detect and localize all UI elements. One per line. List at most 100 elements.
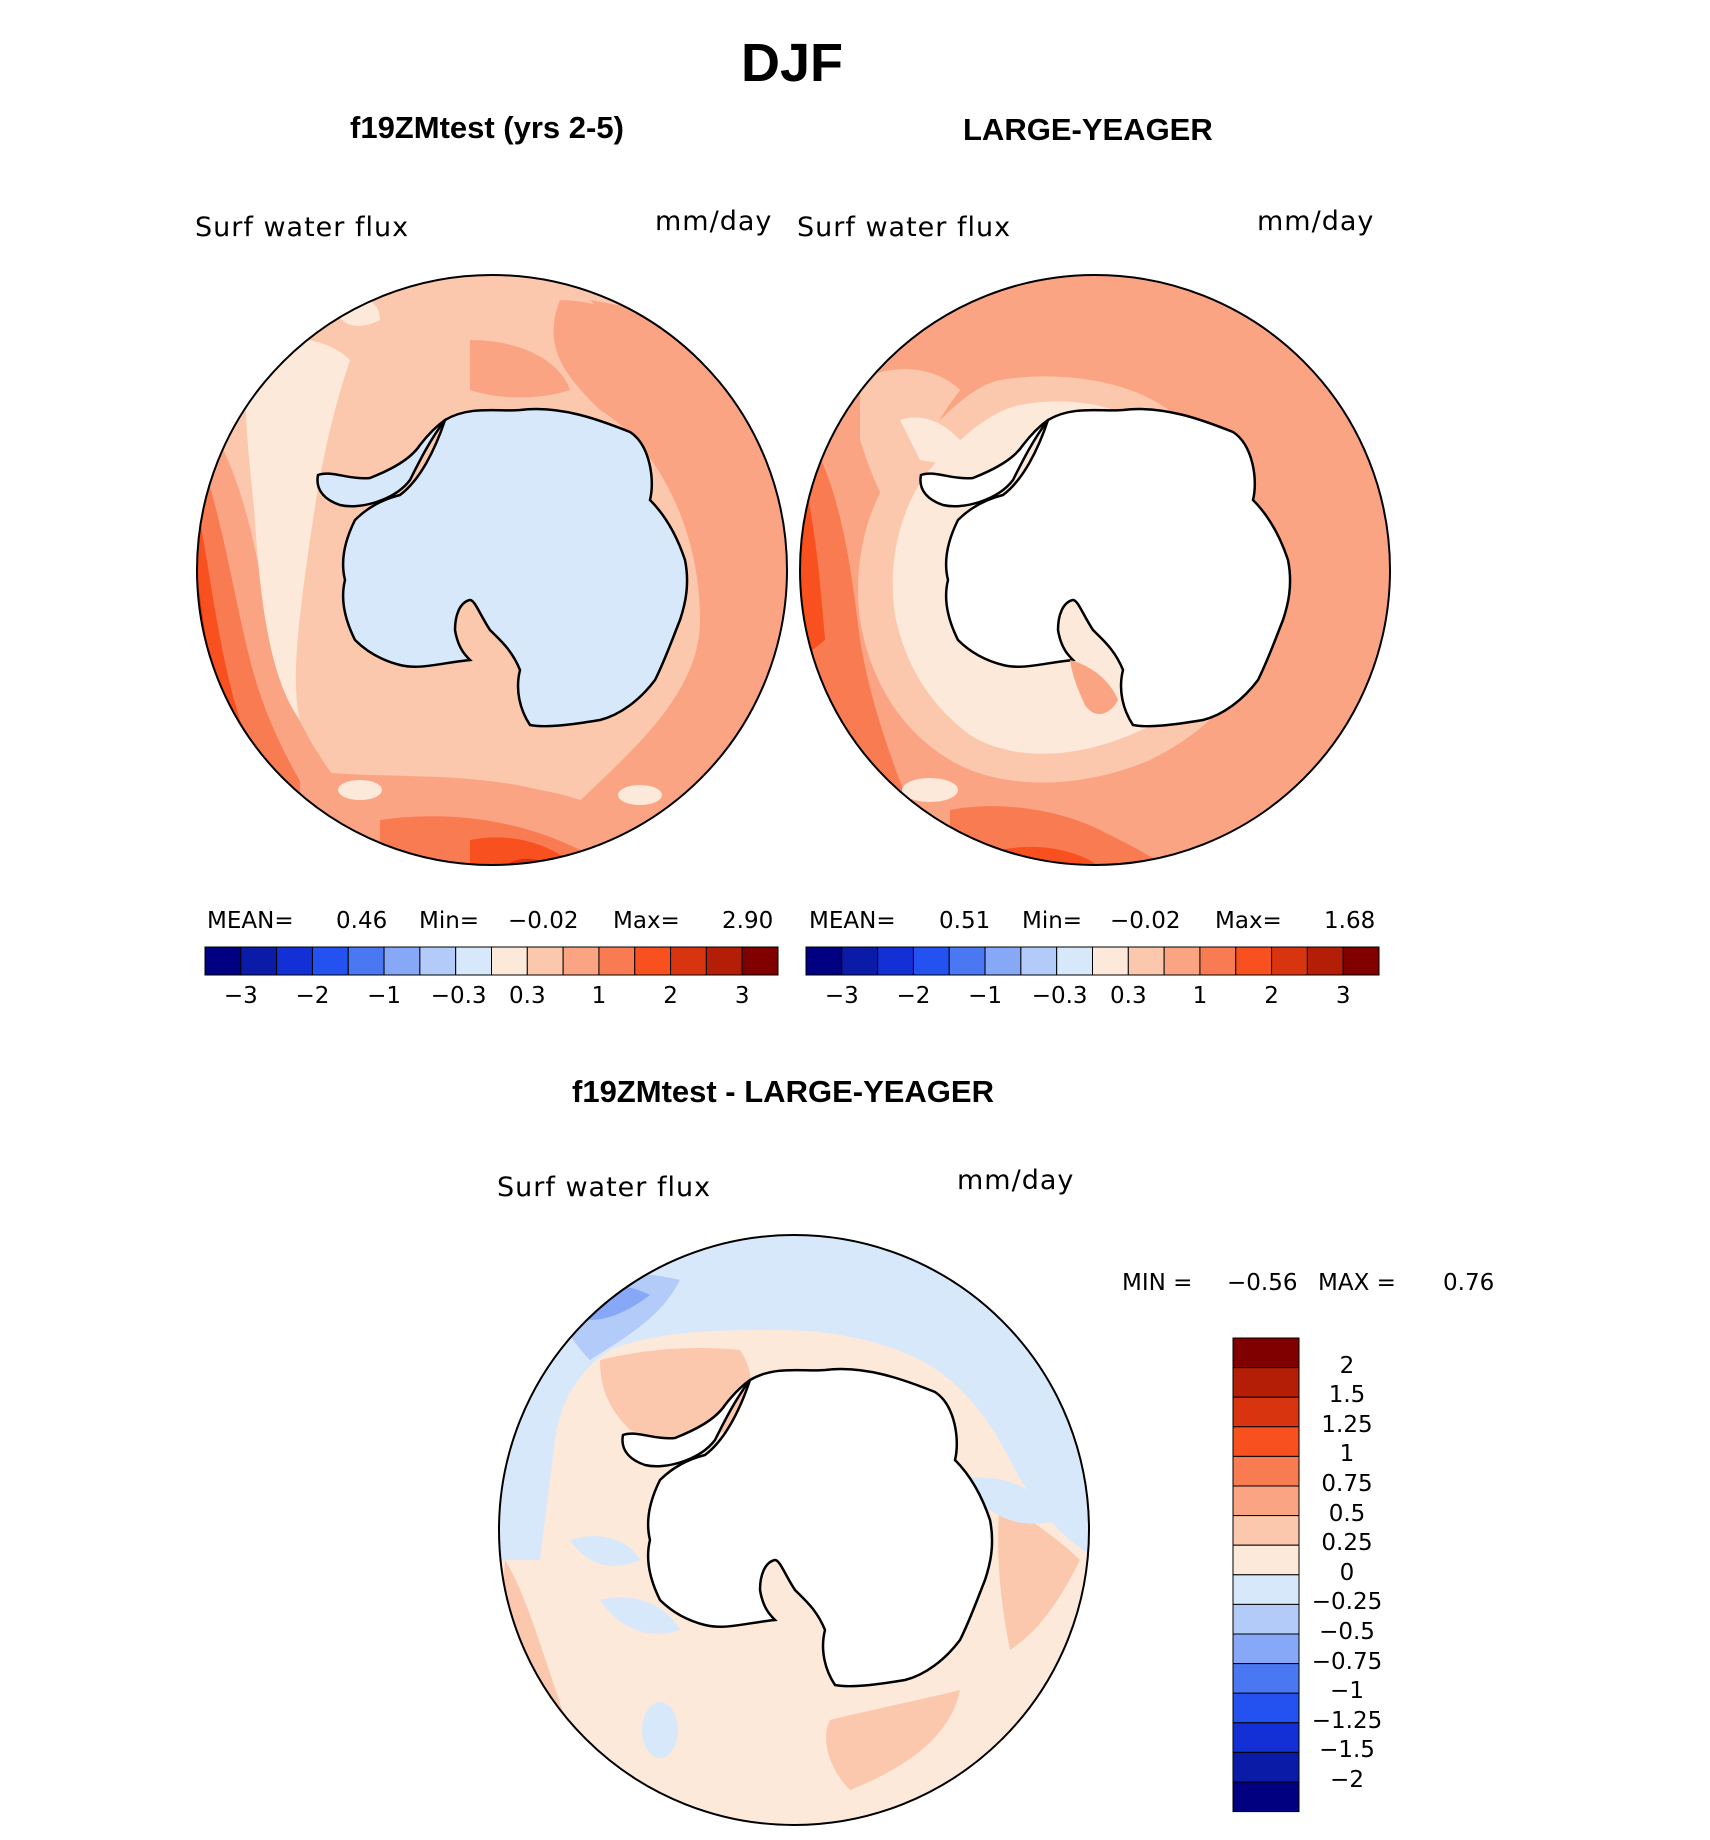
colorbar-diff-tick-label: 1.5 (1328, 1382, 1366, 1409)
colorbar-panel-2-tick-label: −1 (968, 983, 1003, 1009)
colorbar-panel-1-swatch (741, 946, 779, 976)
colorbar-panel-1-tick-label: −3 (223, 983, 258, 1009)
colorbar-diff-tick-label: −2 (1330, 1767, 1364, 1793)
panel-2-variable-label: Surf water flux (797, 212, 1012, 243)
panel-2-min-value: −0.02 (1110, 908, 1181, 934)
panel-2-map-border (799, 274, 1391, 866)
colorbar-panel-2-swatch (1092, 946, 1129, 976)
diff-antarctica (646, 1367, 994, 1688)
colorbar-panel-1-swatch (491, 946, 528, 976)
panel-1-antarctica (341, 407, 689, 728)
panel-2-units-label: mm/day (1257, 206, 1375, 237)
colorbar-diff-tick-label: −1 (1330, 1678, 1364, 1705)
colorbar-panel-1-swatch (562, 946, 600, 976)
colorbar-diff-swatch (1232, 1722, 1300, 1753)
colorbar-diff-tick-label: 0.5 (1328, 1500, 1366, 1527)
diff-panel-variable-label: Surf water flux (497, 1172, 712, 1203)
colorbar-panel-2-swatch (912, 946, 950, 976)
panel-1-max-label: Max= (613, 908, 680, 934)
colorbar-panel-2-swatch (1056, 946, 1093, 976)
colorbar-panel-2-tick-label: 0.3 (1110, 983, 1147, 1009)
colorbar-diff-tick-label: −0.25 (1311, 1589, 1383, 1616)
colorbar-panel-2-swatch (1235, 946, 1273, 976)
colorbar-diff-tick-label: −0.5 (1319, 1619, 1375, 1645)
colorbar-diff-tick-label: −1.5 (1319, 1737, 1375, 1764)
colorbar-diff-swatch (1232, 1663, 1300, 1694)
colorbar-panel-1-tick-label: 2 (663, 983, 678, 1009)
colorbar-diff-swatch (1232, 1515, 1300, 1546)
panel-1-title: f19ZMtest (yrs 2-5) (350, 110, 624, 145)
panel-1-peninsula (316, 418, 447, 508)
panel-2-peninsula (919, 418, 1050, 508)
diff-peninsula (621, 1378, 752, 1468)
panel-1-pale-patch (245, 339, 350, 720)
panel-1-orange-band-east (553, 300, 787, 845)
diff-panel-title: f19ZMtest - LARGE-YEAGER (572, 1074, 994, 1109)
diff-max-value: 0.76 (1443, 1270, 1495, 1296)
colorbar-panel-2-swatch (1342, 946, 1380, 976)
colorbar-diff-tick-label: 2 (1339, 1352, 1355, 1379)
panel-2-antarctica (944, 407, 1292, 728)
colorbar-diff-tick-label: 1 (1339, 1441, 1355, 1468)
colorbar-panel-2-tick-label: −3 (824, 983, 859, 1009)
colorbar-panel-2-tick-label: −2 (896, 983, 931, 1009)
colorbar-panel-2-tick-label: 1 (1192, 983, 1208, 1009)
diff-map-border (498, 1234, 1090, 1826)
colorbar-diff-swatch (1232, 1781, 1300, 1813)
colorbar-panel-2-swatch (1306, 946, 1344, 976)
colorbar-diff-swatch (1232, 1367, 1300, 1398)
colorbar-panel-1-swatch (347, 946, 385, 976)
panel-1-mean-value: 0.46 (336, 908, 388, 934)
colorbar-diff-swatch (1232, 1485, 1300, 1517)
colorbar-panel-1-tick-label: 3 (734, 983, 750, 1009)
panel-2-max-value: 1.68 (1324, 908, 1376, 934)
panel-1-min-value: −0.02 (508, 908, 579, 934)
colorbar-diff-tick-label: 1.25 (1321, 1411, 1373, 1438)
colorbar-panel-2-swatch (948, 946, 986, 976)
colorbar-diff-tick-label: −1.25 (1311, 1707, 1383, 1734)
colorbar-panel-1-tick-label: −2 (295, 983, 330, 1009)
colorbar-panel-1-swatch (455, 946, 492, 976)
colorbar-panel-1-swatch (705, 946, 743, 976)
diff-min-value: −0.56 (1227, 1270, 1298, 1296)
colorbar-diff-swatch (1232, 1544, 1300, 1576)
panel-2-min-label: Min= (1022, 908, 1083, 934)
colorbar-panel-1-swatch (276, 946, 313, 976)
colorbar-panel-2-tick-label: 2 (1264, 983, 1279, 1009)
panel-1-max-value: 2.90 (722, 908, 774, 934)
colorbar-panel-2-swatch (1199, 946, 1237, 976)
colorbar-panel-1-swatch (419, 946, 457, 976)
colorbar-panel-2-swatch (1020, 946, 1058, 976)
colorbar-diff-swatch (1232, 1633, 1300, 1665)
panel-1-mean-label: MEAN= (207, 908, 294, 934)
panel-2-title: LARGE-YEAGER (963, 112, 1213, 147)
colorbar-panel-1 (204, 946, 779, 976)
figure-title: DJF (741, 33, 844, 93)
colorbar-panel-2-swatch (877, 946, 914, 976)
panel-2-max-label: Max= (1215, 908, 1282, 934)
colorbar-panel-1-tick-label: −1 (367, 983, 402, 1009)
diff-panel-units-label: mm/day (957, 1165, 1075, 1196)
diff-max-label: MAX = (1318, 1270, 1396, 1296)
colorbar-diff-swatch (1232, 1337, 1300, 1369)
colorbar-diff-tick-label: 0 (1339, 1559, 1355, 1586)
colorbar-diff-swatch (1232, 1426, 1300, 1457)
colorbar-diff-tick-label: −0.75 (1311, 1648, 1383, 1675)
panel-2-mean-value: 0.51 (939, 908, 991, 934)
colorbar-panel-1-swatch (383, 946, 421, 976)
colorbar-panel-2-tick-label: 3 (1335, 983, 1351, 1009)
colorbar-panel-1-swatch (526, 946, 564, 976)
colorbar-panel-1-swatch (634, 946, 672, 976)
panel-1-map (197, 275, 787, 865)
colorbar-panel-1-swatch (598, 946, 636, 976)
panel-2-mean-label: MEAN= (809, 908, 896, 934)
colorbar-panel-2-swatch (805, 946, 843, 976)
colorbar-panel-1-swatch (311, 946, 349, 976)
colorbar-panel-1-tick-label: 1 (591, 983, 607, 1009)
colorbar-panel-1-swatch (670, 946, 707, 976)
colorbar-diff-swatch (1232, 1574, 1300, 1605)
colorbar-panel-2 (805, 946, 1380, 976)
colorbar-diff-swatch (1232, 1751, 1300, 1783)
panel-1-min-label: Min= (419, 908, 480, 934)
colorbar-diff-swatch (1232, 1396, 1300, 1428)
